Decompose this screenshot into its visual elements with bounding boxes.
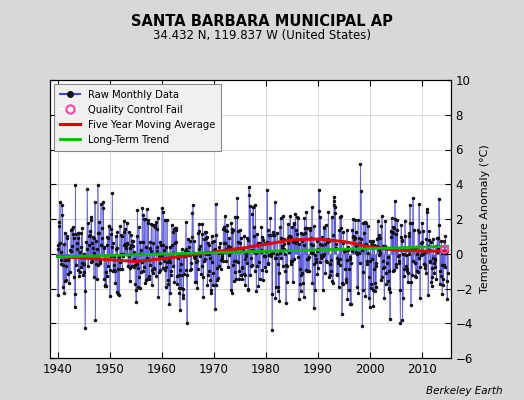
Legend: Raw Monthly Data, Quality Control Fail, Five Year Moving Average, Long-Term Tren: Raw Monthly Data, Quality Control Fail, … <box>54 84 221 151</box>
Text: SANTA BARBARA MUNICIPAL AP: SANTA BARBARA MUNICIPAL AP <box>131 14 393 29</box>
Y-axis label: Temperature Anomaly (°C): Temperature Anomaly (°C) <box>480 145 490 293</box>
Text: Berkeley Earth: Berkeley Earth <box>427 386 503 396</box>
Text: 34.432 N, 119.837 W (United States): 34.432 N, 119.837 W (United States) <box>153 29 371 42</box>
